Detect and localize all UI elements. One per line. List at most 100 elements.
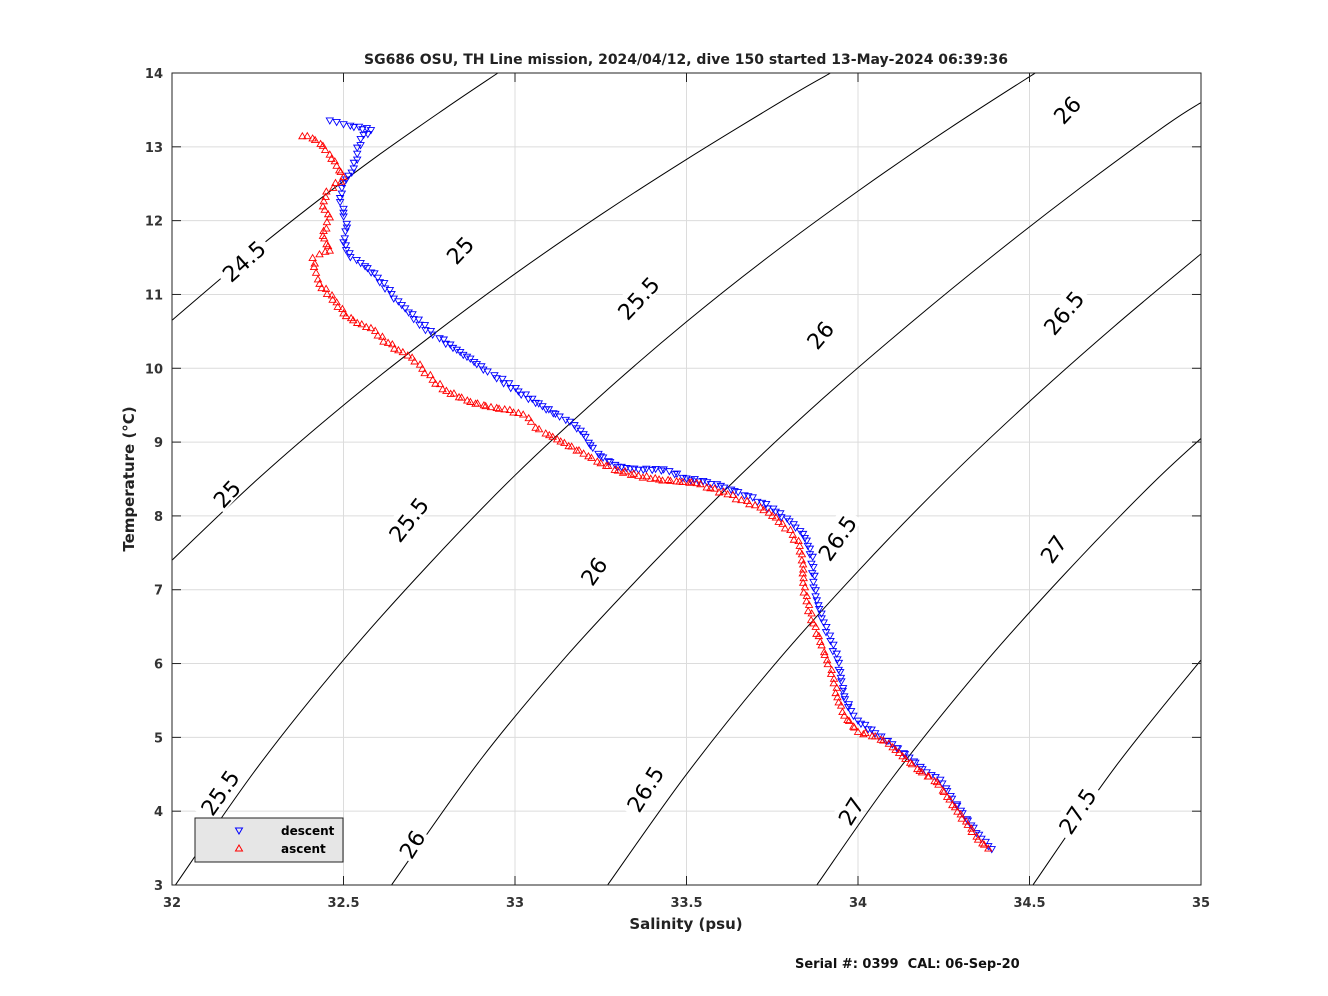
isopycnal-label-bg	[1046, 88, 1086, 129]
ascent-point	[473, 399, 482, 407]
ascent-point	[678, 477, 688, 486]
descent-point	[617, 463, 626, 472]
descent-point	[352, 144, 362, 153]
descent-point	[414, 316, 424, 324]
descent-point	[805, 551, 815, 559]
ascent-point	[934, 780, 943, 788]
y-tick-label: 14	[145, 67, 163, 82]
descent-point	[833, 656, 842, 664]
descent-point	[838, 687, 848, 696]
descent-point	[811, 587, 820, 595]
descent-point	[702, 479, 712, 487]
ascent-point	[888, 742, 897, 751]
descent-point	[966, 822, 976, 830]
ascent-point	[500, 404, 509, 413]
descent-point	[420, 322, 430, 330]
descent-point	[777, 514, 786, 522]
ascent-point	[556, 437, 565, 445]
ascent-point	[328, 295, 337, 303]
ascent-point	[692, 478, 702, 487]
ascent-point	[331, 178, 340, 187]
descent-point	[651, 465, 660, 474]
descent-point	[642, 465, 651, 474]
descent-point	[598, 454, 608, 462]
descent-point	[506, 385, 516, 393]
descent-point	[370, 270, 379, 278]
descent-point	[339, 209, 348, 218]
ascent-point	[984, 844, 993, 852]
ascent-point	[514, 408, 523, 417]
isopycnal-label-bg	[1032, 527, 1071, 568]
ascent-point	[323, 241, 333, 250]
isopycnal-line	[1032, 659, 1201, 885]
legend-ascent-marker	[234, 844, 244, 852]
ascent-point	[731, 494, 741, 503]
ascent-point	[388, 339, 397, 348]
ascent-point	[831, 688, 840, 697]
descent-point	[576, 427, 585, 436]
ascent-point	[593, 457, 602, 465]
descent-point	[516, 391, 526, 400]
ascent-point	[403, 351, 413, 359]
descent-point	[544, 406, 554, 414]
isopycnal-label-bg	[1049, 779, 1102, 841]
ascent-point	[843, 715, 852, 723]
ascent-point	[313, 275, 323, 283]
descent-point	[776, 510, 785, 518]
ascent-point	[742, 496, 752, 504]
descent-point	[846, 708, 856, 716]
ascent-point	[745, 499, 754, 508]
ascent-point	[466, 397, 475, 405]
ascent-point	[723, 489, 732, 498]
descent-point	[404, 309, 413, 317]
ascent-point	[879, 736, 888, 744]
ascent-point	[650, 473, 660, 482]
ascent-point	[317, 283, 326, 292]
descent-point	[834, 659, 844, 668]
descent-point	[439, 336, 449, 344]
descent-point	[528, 395, 537, 404]
descent-point	[352, 150, 362, 159]
x-tick-label: 35	[1192, 896, 1210, 911]
ascent-point	[642, 471, 651, 480]
ascent-point	[560, 438, 569, 446]
descent-point	[325, 117, 335, 125]
ascent-point	[756, 503, 765, 511]
descent-point	[810, 572, 819, 581]
descent-point	[511, 384, 520, 393]
ascent-point	[541, 429, 551, 437]
descent-point	[963, 817, 973, 826]
y-tick-label: 10	[145, 362, 163, 377]
descent-point	[798, 530, 808, 539]
legend: descent ascent	[194, 817, 344, 863]
ascent-point	[334, 166, 344, 174]
descent-point	[341, 228, 350, 236]
ascent-point	[494, 404, 504, 412]
x-tick-label: 34.5	[1013, 896, 1045, 911]
ascent-point	[492, 403, 501, 411]
ascent-point	[618, 468, 628, 476]
ascent-point	[822, 655, 832, 664]
isopycnal-label-bg	[438, 228, 479, 269]
descent-point	[400, 305, 410, 313]
descent-point	[337, 184, 347, 193]
ascent-point	[339, 309, 348, 317]
isopycnal-label-bg	[608, 267, 666, 327]
descent-point	[373, 274, 383, 283]
ascent-point	[303, 131, 312, 140]
ascent-point	[336, 177, 346, 185]
isopycnal-label-bg	[799, 313, 839, 354]
descent-point	[339, 213, 348, 221]
ascent-point	[431, 379, 440, 387]
ascent-point	[308, 253, 317, 261]
descent-point	[837, 678, 846, 686]
ascent-point	[415, 360, 425, 368]
descent-point	[843, 704, 853, 712]
descent-point	[761, 500, 771, 509]
descent-point	[610, 461, 620, 470]
ascent-point	[309, 262, 319, 270]
descent-point	[811, 593, 820, 601]
descent-point	[817, 615, 826, 623]
y-tick-label: 4	[154, 805, 163, 820]
descent-point	[521, 391, 531, 399]
